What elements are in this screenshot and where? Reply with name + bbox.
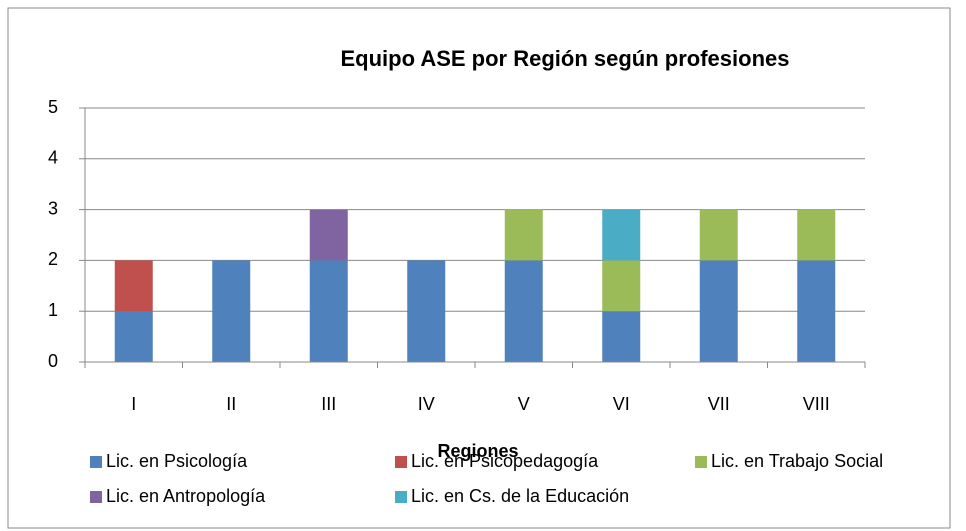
bar-segment [114, 260, 153, 312]
y-tick-label: 3 [48, 198, 58, 218]
bar-segment [407, 260, 446, 362]
x-axis-title: Regiones [437, 441, 518, 461]
legend-swatch [90, 456, 102, 468]
y-tick-label: 0 [48, 351, 58, 371]
x-tick-label: III [321, 394, 336, 414]
chart-title: Equipo ASE por Región según profesiones [341, 46, 790, 71]
bar-segment [797, 260, 836, 362]
bar-segment [699, 209, 738, 261]
x-tick-label: VIII [803, 394, 830, 414]
y-tick-label: 4 [48, 148, 58, 168]
bar-segment [309, 260, 348, 362]
legend-swatch [90, 491, 102, 503]
legend-swatch [695, 456, 707, 468]
legend-label: Lic. en Antropología [106, 486, 266, 506]
y-tick-label: 2 [48, 249, 58, 269]
x-tick-label: IV [418, 394, 435, 414]
legend-label: Lic. en Cs. de la Educación [411, 486, 629, 506]
bar-segment [797, 209, 836, 261]
bar-segment [504, 260, 543, 362]
bar-segment [602, 209, 641, 261]
bar-segment [309, 209, 348, 261]
bar-segment [602, 260, 641, 312]
x-tick-label: VII [708, 394, 730, 414]
bar-segment [602, 311, 641, 362]
y-tick-label: 5 [48, 97, 58, 117]
bar-segment [212, 260, 251, 362]
bar-segment [504, 209, 543, 261]
bar-segment [114, 311, 153, 362]
x-tick-label: I [131, 394, 136, 414]
x-tick-label: VI [613, 394, 630, 414]
x-tick-label: V [518, 394, 530, 414]
bar-segment [699, 260, 738, 362]
legend-label: Lic. en Psicopedagogía [411, 451, 599, 471]
legend-label: Lic. en Psicología [106, 451, 248, 471]
legend-swatch [395, 491, 407, 503]
legend-swatch [395, 456, 407, 468]
y-tick-label: 1 [48, 300, 58, 320]
legend-label: Lic. en Trabajo Social [711, 451, 883, 471]
chart-frame [7, 7, 951, 529]
x-tick-label: II [226, 394, 236, 414]
